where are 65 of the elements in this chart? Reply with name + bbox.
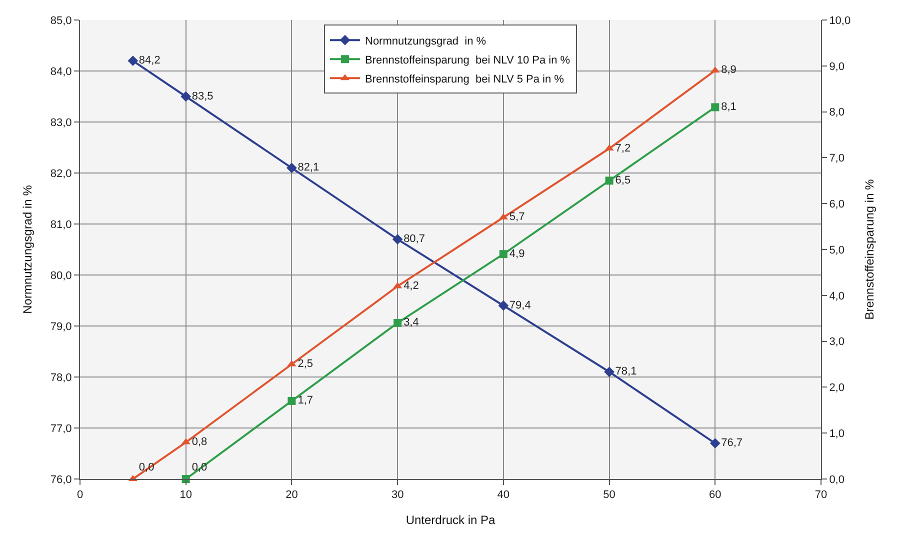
point bbox=[288, 396, 296, 405]
x-tick-label: 70 bbox=[814, 489, 828, 502]
y-tick-label: 80,0 bbox=[50, 270, 72, 282]
y-tick-label: 84,0 bbox=[50, 66, 72, 78]
data-label: 4,9 bbox=[509, 248, 525, 260]
y2-tick-label: 10,0 bbox=[829, 14, 851, 27]
x-axis-title: Unterdruck in Pa bbox=[406, 513, 496, 528]
x-tick-label: 20 bbox=[286, 489, 298, 502]
point bbox=[286, 162, 297, 174]
y2-tick-label: 3,0 bbox=[829, 336, 844, 348]
point bbox=[605, 176, 614, 185]
data-label: 79,4 bbox=[509, 299, 531, 312]
y-tick-label: 82,0 bbox=[50, 168, 72, 180]
y2-tick-label: 1,0 bbox=[829, 428, 844, 440]
point bbox=[710, 438, 720, 448]
data-label: 8,1 bbox=[721, 100, 736, 113]
y-tick-label: 83,0 bbox=[50, 116, 72, 129]
x-tick-label: 50 bbox=[603, 489, 616, 502]
y2-tick-label: 2,0 bbox=[829, 382, 844, 394]
legend-label: Normnutzungsgrad in % bbox=[365, 35, 486, 48]
point bbox=[498, 300, 509, 311]
y-axis-title: Normnutzungsgrad in % bbox=[20, 184, 35, 314]
data-label: 82,1 bbox=[298, 162, 320, 174]
y2-tick-label: 0,0 bbox=[829, 474, 844, 486]
y2-tick-label: 8,0 bbox=[829, 106, 844, 119]
data-label: 1,7 bbox=[298, 394, 314, 407]
legend-label: Brennstoffeinsparung bei NLV 5 Pa in % bbox=[365, 73, 564, 86]
x-tick-label: 30 bbox=[391, 489, 404, 502]
data-label: 5,7 bbox=[509, 211, 525, 224]
y2-tick-label: 9,0 bbox=[829, 60, 844, 73]
x-tick-label: 10 bbox=[180, 489, 192, 502]
y-tick-label: 81,0 bbox=[50, 218, 72, 231]
y-tick-label: 79,0 bbox=[50, 320, 72, 333]
point bbox=[604, 366, 614, 378]
x-tick-label: 60 bbox=[709, 489, 722, 502]
point bbox=[128, 56, 138, 66]
x-tick-label: 0 bbox=[76, 489, 84, 502]
data-label: 8,9 bbox=[721, 64, 736, 76]
y-tick-label: 77,0 bbox=[50, 422, 72, 435]
data-label: 78,1 bbox=[615, 366, 637, 378]
data-label: 2,5 bbox=[298, 358, 314, 370]
data-label: 84,2 bbox=[138, 54, 160, 67]
data-label: 4,2 bbox=[404, 280, 419, 292]
data-label: 6,5 bbox=[615, 174, 631, 186]
x-tick-label: 40 bbox=[497, 489, 510, 502]
y-tick-label: 76,0 bbox=[50, 474, 72, 486]
point bbox=[394, 318, 402, 327]
y2-axis-title: Brennstoffeinsparung in % bbox=[862, 178, 877, 320]
data-label: 80,7 bbox=[404, 233, 425, 246]
data-label: 0,8 bbox=[192, 436, 208, 448]
point bbox=[711, 103, 720, 112]
y2-tick-label: 4,0 bbox=[829, 290, 844, 302]
y-tick-label: 78,0 bbox=[50, 372, 72, 384]
data-label: 3,4 bbox=[404, 316, 419, 329]
data-label: 7,2 bbox=[615, 142, 631, 154]
legend-label: Brennstoffeinsparung bei NLV 10 Pa in % bbox=[365, 54, 570, 66]
point bbox=[499, 250, 508, 258]
y-tick-label: 85,0 bbox=[50, 14, 72, 27]
y2-tick-label: 5,0 bbox=[829, 244, 844, 256]
data-label: 76,7 bbox=[721, 437, 743, 450]
data-label: 83,5 bbox=[192, 90, 214, 102]
point bbox=[392, 234, 403, 244]
y2-tick-label: 7,0 bbox=[829, 152, 844, 165]
point bbox=[180, 91, 192, 102]
y2-tick-label: 6,0 bbox=[829, 198, 844, 210]
